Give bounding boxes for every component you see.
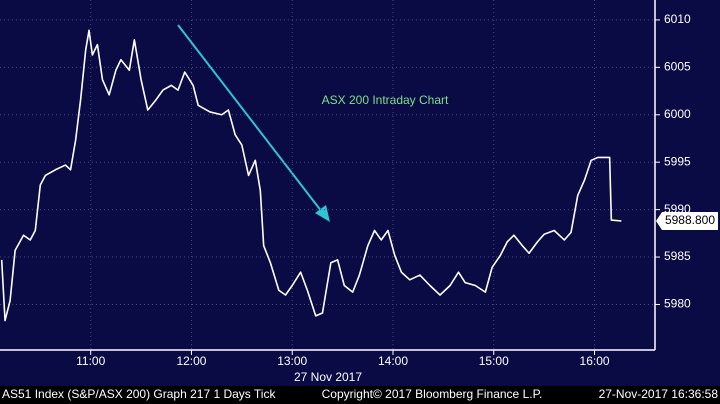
y-tick-label: 6005 — [664, 60, 691, 74]
footer-right: 27-Nov-2017 16:36:58 — [599, 387, 719, 401]
y-tick-label: 6000 — [664, 107, 691, 121]
price-line — [0, 29, 622, 322]
x-tick-label: 16:00 — [580, 354, 610, 368]
annotation: ASX 200 Intraday Chart — [322, 93, 449, 107]
y-tick-label: 5995 — [664, 154, 691, 168]
x-tick-label: 15:00 — [479, 354, 509, 368]
y-tick-label: 6010 — [664, 12, 691, 26]
x-tick-label: 14:00 — [378, 354, 408, 368]
trend-arrow — [177, 24, 323, 213]
x-axis-label: 27 Nov 2017 — [294, 370, 362, 384]
trend-arrow-head — [315, 205, 330, 222]
footer-left: AS51 Index (S&P/ASX 200) Graph 217 1 Day… — [2, 387, 276, 401]
footer-bar — [0, 386, 720, 404]
y-tick-label: 5985 — [664, 249, 691, 263]
x-tick-label: 12:00 — [176, 354, 206, 368]
last-price-label: 5988.800 — [665, 213, 715, 227]
x-tick-label: 11:00 — [76, 354, 105, 368]
last-price-box — [656, 212, 718, 231]
y-tick-label: 5980 — [664, 297, 691, 311]
footer-center: Copyright© 2017 Bloomberg Finance L.P. — [322, 387, 543, 401]
plot-background — [0, 0, 720, 386]
x-tick-label: 13:00 — [277, 354, 307, 368]
